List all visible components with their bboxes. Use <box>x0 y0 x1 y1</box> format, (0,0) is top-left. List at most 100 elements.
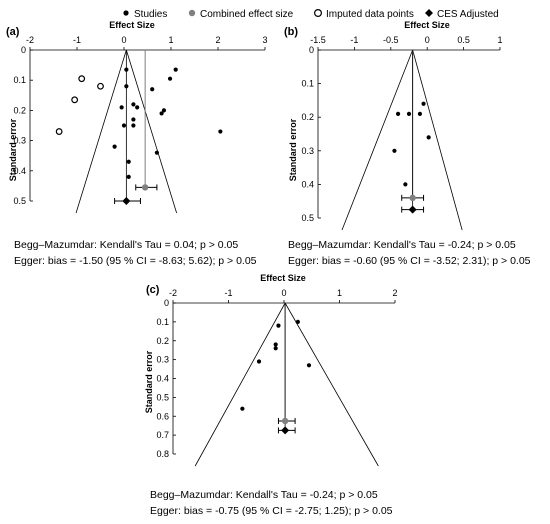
legend-combined-label: Combined effect size <box>200 9 294 20</box>
x-tick-label: -1 <box>73 35 81 45</box>
x-tick-label: 2 <box>215 35 220 45</box>
x-tick-label: 3 <box>262 35 267 45</box>
y-tick-label: 0.1 <box>156 317 169 327</box>
study-point <box>131 123 136 128</box>
study-point <box>276 323 281 328</box>
legend-imputed-marker <box>314 9 323 18</box>
y-axis-title: Standard error <box>8 118 18 181</box>
begg-stat: Begg–Mazumdar: Kendall's Tau = 0.04; p >… <box>14 239 238 251</box>
y-tick-label: 0.4 <box>156 374 169 384</box>
study-point <box>426 135 431 140</box>
panel-label: (a) <box>6 26 20 38</box>
egger-stat: Egger: bias = -1.50 (95 % CI = -8.63; 5.… <box>14 255 257 267</box>
y-tick-label: 0.7 <box>156 430 169 440</box>
imputed-point <box>71 96 79 104</box>
plot-area: -2 -1 0 1 2 0 0.1 0.2 0.3 0.4 0.5 0.6 0.7 0.8 <box>156 288 398 467</box>
imputed-point <box>55 128 63 135</box>
y-tick-label: 0.6 <box>156 411 169 421</box>
x-axis-title: Effect Size <box>404 20 450 30</box>
x-tick-label: 0 <box>121 35 126 45</box>
y-axis-title: Standard error <box>288 118 298 181</box>
x-tick-label: -0.5 <box>383 35 399 45</box>
plot-area: -1.5 -1 -0.5 0 0.5 1 0 0.1 0.2 0.3 0.4 0.5 <box>301 35 503 231</box>
funnel-plot-a: (a) Effect Size Standard error -2 -1 0 1 2 3 0… <box>6 20 268 267</box>
y-tick-label: 0 <box>309 45 314 55</box>
x-tick-label: -2 <box>169 288 177 298</box>
study-point <box>273 346 278 351</box>
x-tick-label: 0 <box>425 35 430 45</box>
legend-imputed-label: Imputed data points <box>326 9 414 20</box>
legend-combined-marker <box>188 9 196 17</box>
y-tick-label: 0.1 <box>13 75 26 85</box>
study-point <box>403 182 408 187</box>
y-tick-label: 0 <box>21 45 26 55</box>
funnel-left-line <box>341 49 414 231</box>
y-tick-label: 0.2 <box>301 112 314 122</box>
study-point <box>150 87 155 92</box>
study-point <box>135 105 140 110</box>
plot-area: -2 -1 0 1 2 3 0 0.1 0.2 0.3 0.4 0.5 <box>13 35 268 214</box>
y-tick-label: 0.2 <box>156 336 169 346</box>
y-tick-label: 0.4 <box>301 179 314 189</box>
y-axis-title: Standard error <box>144 350 154 413</box>
egger-stat: Egger: bias = -0.60 (95 % CI = -3.52; 2.… <box>288 255 531 267</box>
study-point <box>159 111 164 116</box>
study-point <box>273 342 278 347</box>
y-tick-label: 0.5 <box>301 213 314 223</box>
egger-stat: Egger: bias = -0.75 (95 % CI = -2.75; 1.… <box>150 505 393 517</box>
study-point <box>161 108 167 113</box>
y-tick-label: 0 <box>164 298 169 308</box>
study-point <box>406 111 412 116</box>
y-tick-label: 0.5 <box>13 196 26 206</box>
y-tick-label: 0.2 <box>13 105 26 115</box>
y-tick-label: 0.4 <box>13 166 26 176</box>
x-tick-label: 0.5 <box>457 35 470 45</box>
x-tick-label: -1 <box>350 35 358 45</box>
study-point <box>126 159 131 164</box>
begg-stat: Begg–Mazumdar: Kendall's Tau = -0.24; p … <box>150 489 378 501</box>
study-point <box>124 84 129 89</box>
begg-stat: Begg–Mazumdar: Kendall's Tau = -0.24; p … <box>288 239 516 251</box>
legend-adjusted-marker <box>425 9 433 17</box>
combined-effect-point <box>409 194 416 202</box>
y-tick-label: 0.8 <box>156 449 169 459</box>
study-point <box>154 150 159 155</box>
funnel-right-line <box>284 302 379 467</box>
study-point <box>421 101 426 106</box>
adjusted-effect-point <box>122 197 131 205</box>
study-point <box>121 123 127 128</box>
legend: Studies Combined effect size Imputed dat… <box>123 9 499 20</box>
x-axis-title: Effect Size <box>109 20 155 30</box>
study-point <box>240 406 245 411</box>
imputed-point <box>78 75 86 83</box>
x-axis-title: Effect Size <box>260 273 306 283</box>
panel-label: (c) <box>146 284 160 296</box>
study-point <box>112 144 117 149</box>
funnel-right-line <box>412 49 463 231</box>
y-tick-label: 0.1 <box>301 79 314 89</box>
x-tick-label: 2 <box>392 288 397 298</box>
panel-label: (b) <box>284 26 298 38</box>
study-point <box>395 111 401 116</box>
study-point <box>131 102 136 107</box>
x-tick-label: -1 <box>224 288 232 298</box>
x-tick-label: -2 <box>26 35 34 45</box>
x-tick-label: 0 <box>281 288 286 298</box>
study-point <box>306 363 312 368</box>
study-point <box>131 117 136 122</box>
study-point <box>124 67 129 72</box>
y-tick-label: 0.3 <box>156 355 169 365</box>
funnel-plot-c: (c) Effect Size Standard error -2 -1 0 1 2 0 0… <box>144 273 398 517</box>
combined-effect-point <box>141 184 149 191</box>
x-tick-label: 1 <box>337 288 342 298</box>
y-tick-label: 0.3 <box>301 146 314 156</box>
adjusted-effect-point <box>281 426 290 435</box>
y-tick-label: 0.5 <box>156 392 169 402</box>
study-point <box>295 319 300 324</box>
study-point <box>417 111 423 116</box>
study-point <box>173 67 178 72</box>
funnel-plot-b: (b) Effect Size Standard error -1.5 -1 -0.… <box>284 20 531 267</box>
y-tick-label: 0.3 <box>13 136 26 146</box>
legend-studies-marker <box>123 10 129 16</box>
